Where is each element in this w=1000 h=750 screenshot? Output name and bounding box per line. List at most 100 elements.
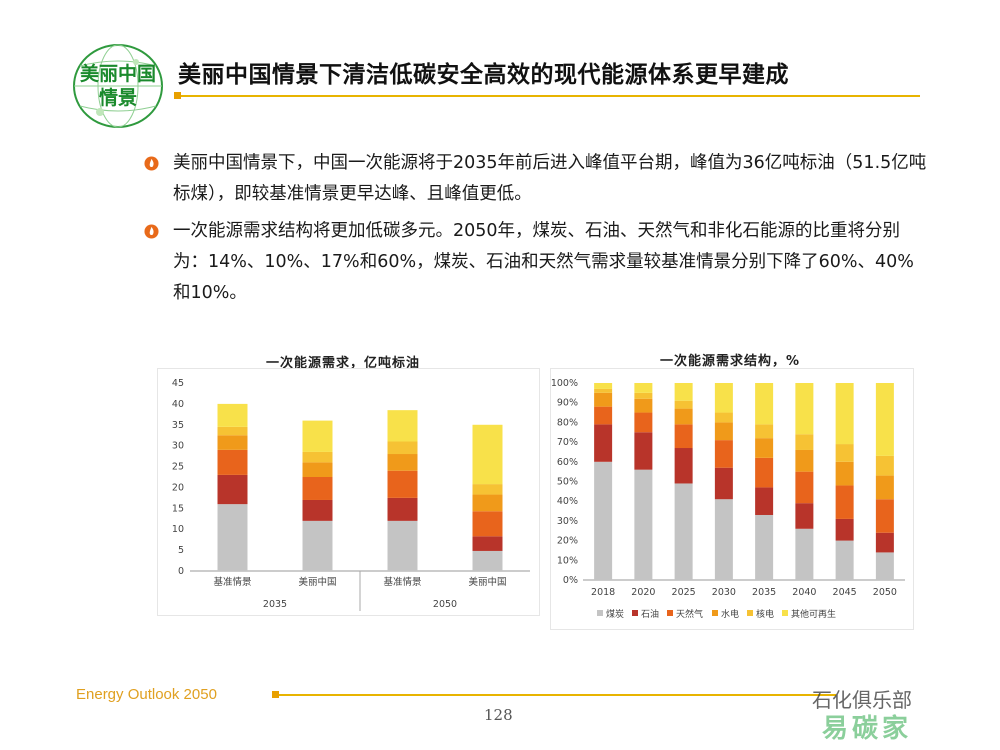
bar-segment	[795, 528, 814, 580]
bullet-item: 美丽中国情景下，中国一次能源将于2035年前后进入峰值平台期，峰值为36亿吨标油…	[140, 148, 930, 210]
chart-demand: 0 5 10 15 20 25 30 35 40 45 基准情景 美丽中国 基准情景 美丽中国 2035 20…	[172, 378, 530, 611]
bar-segment	[302, 520, 333, 571]
y-tick-label: 70%	[557, 437, 578, 448]
x-tick-label: 2040	[792, 587, 816, 598]
legend-swatch	[667, 610, 673, 616]
x-tick-label: 2035	[752, 587, 776, 598]
group-label: 2050	[433, 599, 457, 610]
bar-segment	[795, 471, 814, 504]
bar-segment	[795, 503, 814, 529]
watermark-sub: 易碳家	[822, 714, 913, 744]
chart-structure: 0% 10% 20% 30% 40% 50% 60% 70% 80% 90% 100% 2018 202…	[551, 378, 905, 620]
bar-segment	[387, 410, 418, 442]
legend-label: 煤炭	[606, 608, 624, 620]
bar-segment	[714, 383, 733, 413]
y-tick-label: 50%	[557, 477, 578, 488]
bar-segment	[795, 383, 814, 435]
x-tick-label: 基准情景	[383, 576, 421, 588]
scenario-logo: 美丽中国 情景	[70, 42, 166, 130]
y-tick-label: 30%	[557, 516, 578, 527]
bar-segment	[755, 438, 774, 458]
y-tick-label: 5	[178, 545, 184, 556]
bar-segment	[302, 462, 333, 477]
x-tick-label: 2020	[631, 587, 655, 598]
bar-segment	[634, 412, 653, 433]
footer-divider-marker	[272, 691, 279, 698]
x-tick-label: 2025	[672, 587, 696, 598]
bar-segment	[472, 494, 503, 512]
title-divider	[175, 95, 920, 97]
chart-demand-panel: 0 5 10 15 20 25 30 35 40 45 基准情景 美丽中国 基准情景 美丽中国 2035 20…	[157, 368, 540, 616]
bar-segment	[755, 487, 774, 515]
legend-swatch	[597, 610, 603, 616]
bar-segment	[634, 398, 653, 413]
group-label: 2035	[263, 599, 287, 610]
legend-swatch	[632, 610, 638, 616]
flame-bullet-icon	[144, 224, 159, 239]
bar-segment	[387, 441, 418, 455]
bar-segment	[875, 499, 894, 533]
chart-structure-panel: 0% 10% 20% 30% 40% 50% 60% 70% 80% 90% 100% 2018 202…	[550, 368, 914, 630]
page-title: 美丽中国情景下清洁低碳安全高效的现代能源体系更早建成	[178, 62, 789, 88]
y-tick-label: 25	[172, 462, 184, 473]
legend-label: 石油	[641, 608, 659, 620]
bar-segment	[217, 403, 248, 427]
y-tick-label: 90%	[557, 398, 578, 409]
y-tick-label: 15	[172, 503, 184, 514]
bar-segment	[217, 449, 248, 475]
bullet-text: 美丽中国情景下，中国一次能源将于2035年前后进入峰值平台期，峰值为36亿吨标油…	[173, 153, 927, 204]
bullet-item: 一次能源需求结构将更加低碳多元。2050年，煤炭、石油、天然气和非化石能源的比重…	[140, 216, 930, 309]
x-tick-label: 美丽中国	[298, 576, 336, 588]
bar-segment	[835, 444, 854, 462]
x-tick-label: 2018	[591, 587, 615, 598]
bar-segment	[835, 540, 854, 580]
bar-segment	[217, 435, 248, 450]
bar-segment	[302, 420, 333, 452]
bar-segment	[472, 484, 503, 495]
watermark: 石化俱乐部	[812, 688, 912, 712]
bar-segment	[302, 499, 333, 521]
y-tick-label: 45	[172, 378, 184, 389]
bar-segment	[835, 485, 854, 519]
bar-segment	[674, 424, 693, 449]
bar-segment	[674, 408, 693, 425]
bar-segment	[387, 470, 418, 498]
legend-swatch	[782, 610, 788, 616]
bar-segment	[387, 520, 418, 571]
x-tick-label: 2045	[833, 587, 857, 598]
bar-segment	[875, 532, 894, 553]
bar-segment	[634, 469, 653, 580]
bar-segment	[875, 475, 894, 500]
bar-segment	[795, 449, 814, 472]
bar-segment	[835, 383, 854, 445]
y-tick-label: 10	[172, 524, 184, 535]
bar-segment	[674, 448, 693, 484]
x-tick-label: 2030	[712, 587, 736, 598]
chart-demand-title: 一次能源需求，亿吨标油	[266, 356, 421, 371]
bullet-text: 一次能源需求结构将更加低碳多元。2050年，煤炭、石油、天然气和非化石能源的比重…	[173, 221, 914, 303]
bar-segment	[755, 457, 774, 488]
x-tick-label: 2050	[873, 587, 897, 598]
flame-bullet-icon	[144, 156, 159, 171]
footer-divider	[276, 694, 836, 696]
bar-segment	[387, 497, 418, 521]
bar-segment	[594, 383, 613, 389]
bar-segment	[594, 406, 613, 425]
bar-segment	[875, 552, 894, 580]
bullet-list: 美丽中国情景下，中国一次能源将于2035年前后进入峰值平台期，峰值为36亿吨标油…	[140, 148, 930, 315]
bar-segment	[835, 518, 854, 541]
legend-label: 核电	[756, 608, 774, 620]
chart-structure-title: 一次能源需求结构，%	[660, 354, 801, 369]
y-tick-label: 100%	[551, 378, 578, 389]
title-divider-marker	[174, 92, 181, 99]
page-number: 128	[484, 706, 513, 724]
bar-segment	[674, 483, 693, 580]
bar-segment	[594, 461, 613, 580]
bar-segment	[795, 434, 814, 450]
bar-segment	[594, 424, 613, 462]
bar-segment	[674, 383, 693, 401]
bar-segment	[875, 455, 894, 476]
bar-segment	[835, 461, 854, 486]
bar-segment	[472, 536, 503, 551]
bar-segment	[714, 440, 733, 468]
